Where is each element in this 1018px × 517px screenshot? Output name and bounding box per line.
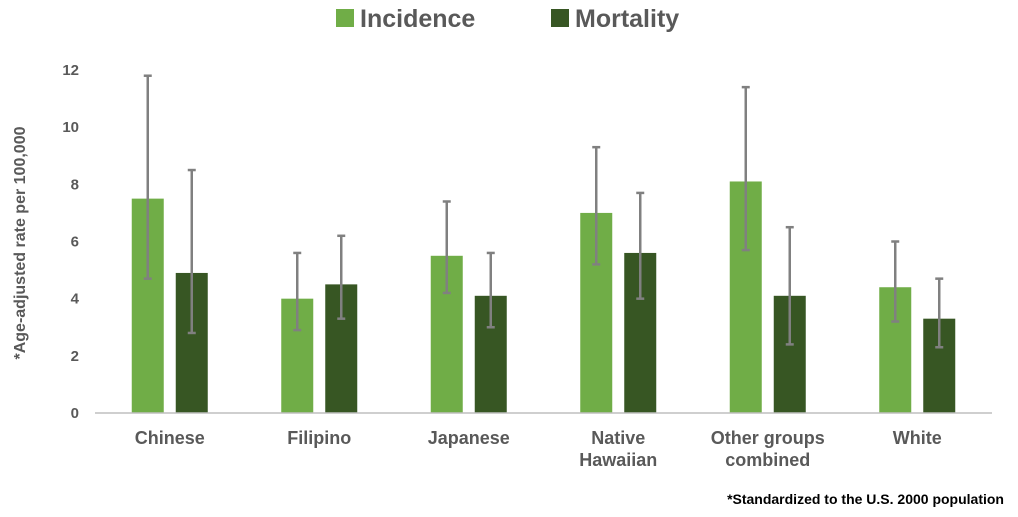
y-tick-label: 8 (71, 176, 79, 193)
error-bar-incidence-japanese (442, 200, 451, 295)
error-bar-incidence-chinese (143, 74, 152, 280)
y-axis-label-group: *Age-adjusted rate per 100,000 (12, 126, 29, 359)
y-tick-label: 6 (71, 234, 79, 251)
x-tick-label-native-hawaiian: Native Hawaiian (579, 428, 657, 470)
x-axis-labels: Chinese Filipino Japanese Native Hawaiian Oth… (135, 428, 942, 470)
error-bar-mortality-japanese (486, 251, 495, 329)
y-axis-label: *Age-adjusted rate per 100,000 (12, 126, 29, 359)
y-tick-label: 4 (71, 291, 80, 308)
error-bars (143, 74, 944, 349)
error-bar-mortality-native-hawaiian (636, 191, 645, 300)
legend-swatch-mortality (551, 9, 569, 27)
x-tick-label-chinese: Chinese (135, 428, 205, 448)
y-axis-ticks: 0 2 4 6 8 10 12 (62, 62, 79, 422)
bars (131, 181, 956, 413)
legend-label-incidence: Incidence (360, 5, 475, 33)
y-tick-label: 0 (71, 405, 79, 422)
error-bar-incidence-native-hawaiian (592, 145, 601, 266)
y-tick-label: 10 (62, 119, 79, 136)
error-bar-incidence-white (891, 240, 900, 323)
x-tick-label-filipino: Filipino (287, 428, 351, 448)
y-tick-label: 12 (62, 62, 79, 79)
legend-swatch-incidence (336, 9, 354, 27)
error-bar-mortality-white (935, 277, 944, 349)
y-tick-label: 2 (71, 348, 79, 365)
error-bar-incidence-filipino (293, 251, 302, 332)
x-tick-label-white: White (893, 428, 942, 448)
x-tick-label-japanese: Japanese (428, 428, 510, 448)
legend: Incidence Mortality (336, 5, 679, 33)
error-bar-mortality-chinese (187, 168, 196, 335)
error-bar-mortality-filipino (337, 234, 346, 320)
error-bar-incidence-other-groups-combined (741, 85, 750, 252)
error-bar-mortality-other-groups-combined (785, 225, 794, 346)
footnote: *Standardized to the U.S. 2000 populatio… (727, 491, 1004, 507)
x-tick-label-other-groups-combined: Other groups combined (711, 428, 825, 470)
legend-label-mortality: Mortality (575, 5, 679, 33)
